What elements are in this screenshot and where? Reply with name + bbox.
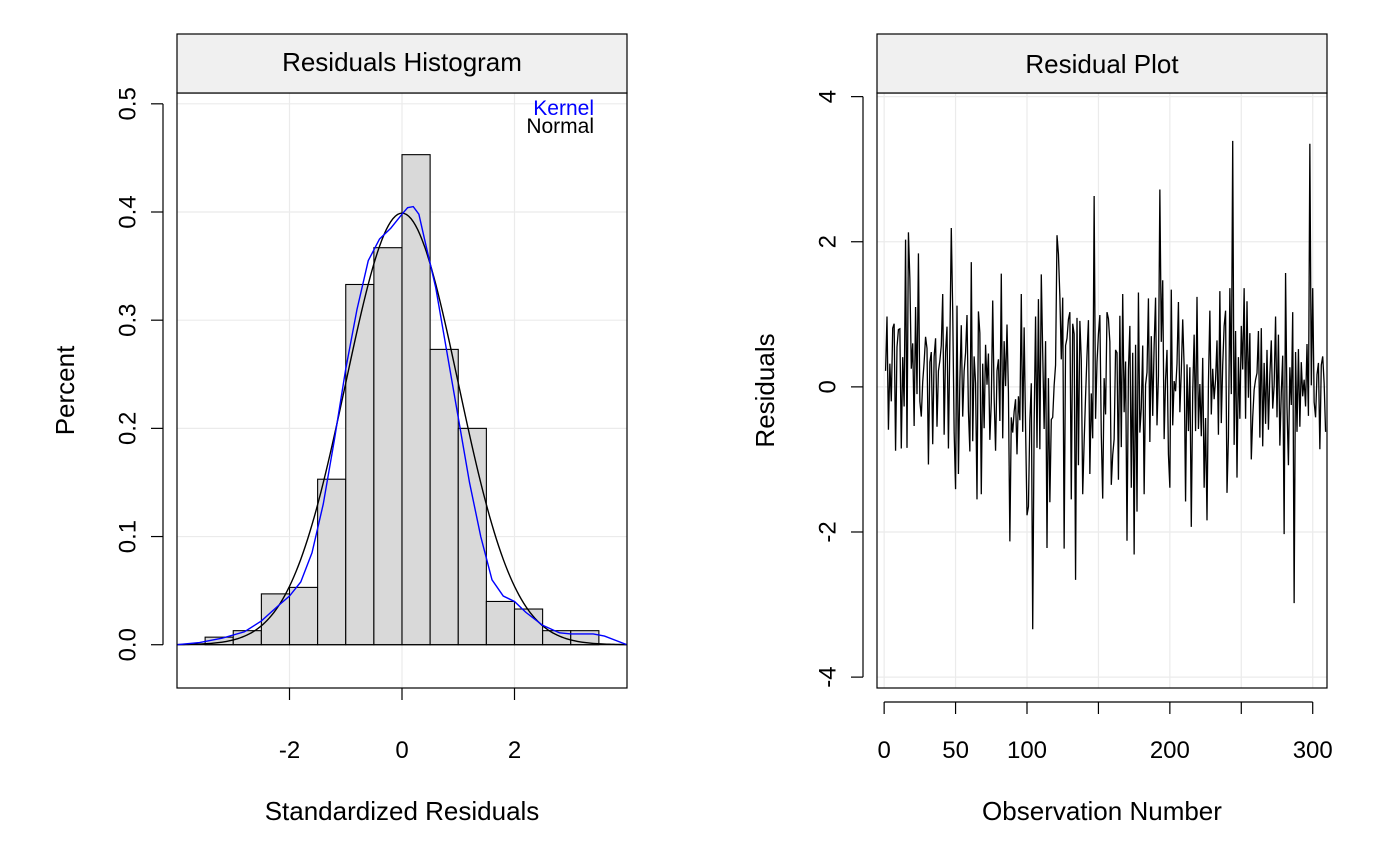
histogram-bars (177, 154, 627, 646)
histogram-x-tick-label: -2 (279, 737, 300, 764)
histogram-x-axis: -2 0 2 (279, 688, 521, 764)
residual-y-tick-label: -2 (814, 521, 841, 542)
legend-entry-normal: Normal (526, 115, 594, 138)
residual-y-tick-label: -4 (814, 666, 841, 687)
kernel-density-curve (176, 205, 628, 646)
histogram-bar (542, 630, 572, 646)
residual-x-tick-label: 100 (1007, 737, 1047, 764)
histogram-bar (429, 348, 459, 646)
histogram-bar (260, 593, 291, 646)
histogram-x-tick-label: 0 (395, 737, 408, 764)
histogram-y-tick-label: 0.2 (114, 412, 141, 445)
histogram-bar (345, 283, 375, 646)
histogram-x-axis-label: Standardized Residuals (265, 796, 540, 826)
residual-plot-x-axis-label: Observation Number (982, 796, 1222, 826)
residual-y-tick-label: 2 (814, 235, 841, 248)
residual-y-tick-label: 4 (814, 90, 841, 103)
histogram-x-tick-label: 2 (508, 737, 521, 764)
legend-entry-kernel: Kernel (533, 97, 594, 120)
histogram-y-axis: 0.0 0.1 0.2 0.3 0.4 0.5 (114, 87, 164, 661)
residual-plot-panel: Residual Plot 0 50 100 200 300 -4 -2 0 2 4 Obser… (750, 33, 1333, 826)
residual-plot-y-axis: -4 -2 0 2 4 (814, 90, 864, 688)
histogram-y-tick-label: 0.0 (114, 628, 141, 661)
histogram-bar (288, 586, 319, 646)
residual-x-tick-label: 300 (1293, 737, 1333, 764)
histogram-title-strip (176, 33, 628, 94)
histogram-panel: Residuals Histogram -2 0 2 0.0 0.1 0.2 0.3 0.4… (50, 33, 628, 826)
residual-plot-grid (877, 93, 1327, 688)
residual-plot-title: Residual Plot (1025, 49, 1179, 79)
histogram-bar (457, 427, 487, 646)
residual-plot-title-strip (876, 33, 1328, 94)
histogram-title: Residuals Histogram (282, 47, 522, 77)
residual-x-tick-label: 50 (942, 737, 969, 764)
histogram-y-tick-label: 0.3 (114, 303, 141, 336)
histogram-bar (401, 154, 431, 646)
residual-x-tick-label: 200 (1150, 737, 1190, 764)
residual-series-line (884, 140, 1327, 630)
histogram-bar (232, 630, 262, 646)
residual-plot-y-axis-label: Residuals (750, 333, 780, 447)
histogram-legend: Kernel Normal (526, 97, 594, 138)
residual-y-tick-label: 0 (814, 380, 841, 393)
histogram-y-tick-label: 0.1 (114, 520, 141, 553)
histogram-y-tick-label: 0.5 (114, 87, 141, 120)
histogram-bar (373, 247, 403, 646)
residual-x-tick-label: 0 (877, 737, 890, 764)
residual-plot-x-axis: 0 50 100 200 300 (877, 701, 1333, 764)
histogram-bar (317, 478, 347, 646)
histogram-y-tick-label: 0.4 (114, 195, 141, 228)
histogram-bar (485, 600, 516, 646)
histogram-y-axis-label: Percent (50, 345, 80, 435)
